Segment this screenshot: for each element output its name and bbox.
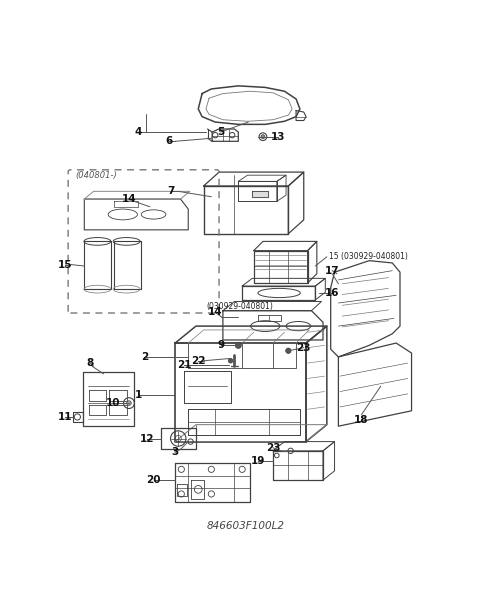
Text: (040801-): (040801-) [75,172,117,181]
Text: 3: 3 [171,448,179,457]
Text: 18: 18 [354,415,369,425]
Text: 16: 16 [325,288,339,298]
Polygon shape [252,191,267,197]
Text: 23: 23 [297,343,311,353]
Text: 11: 11 [58,412,72,422]
Text: 20: 20 [146,475,161,485]
Text: 2: 2 [141,352,148,362]
Text: 9: 9 [218,340,225,350]
Text: 6: 6 [166,136,173,146]
Circle shape [127,401,131,406]
Text: 7: 7 [168,187,175,196]
Text: 8: 8 [87,358,94,368]
Text: 15: 15 [58,259,72,269]
Circle shape [235,342,241,349]
Text: 21: 21 [177,359,192,370]
Text: 5: 5 [217,127,224,137]
Text: 13: 13 [271,131,286,142]
Text: 14: 14 [121,194,136,204]
Text: 22: 22 [191,356,205,366]
Text: 846603F100L2: 846603F100L2 [207,521,285,532]
Circle shape [261,135,265,139]
Text: 19: 19 [251,456,265,466]
Circle shape [286,348,291,353]
Text: (030929-040801): (030929-040801) [206,302,273,311]
Text: 10: 10 [106,398,121,408]
Text: 17: 17 [325,266,339,275]
Text: 4: 4 [134,127,142,137]
Text: 15 (030929-040801): 15 (030929-040801) [329,252,408,262]
Text: 14: 14 [208,307,223,317]
Text: 1: 1 [134,391,142,400]
Text: 12: 12 [140,434,155,443]
Text: 23: 23 [266,443,280,453]
Circle shape [228,358,233,363]
